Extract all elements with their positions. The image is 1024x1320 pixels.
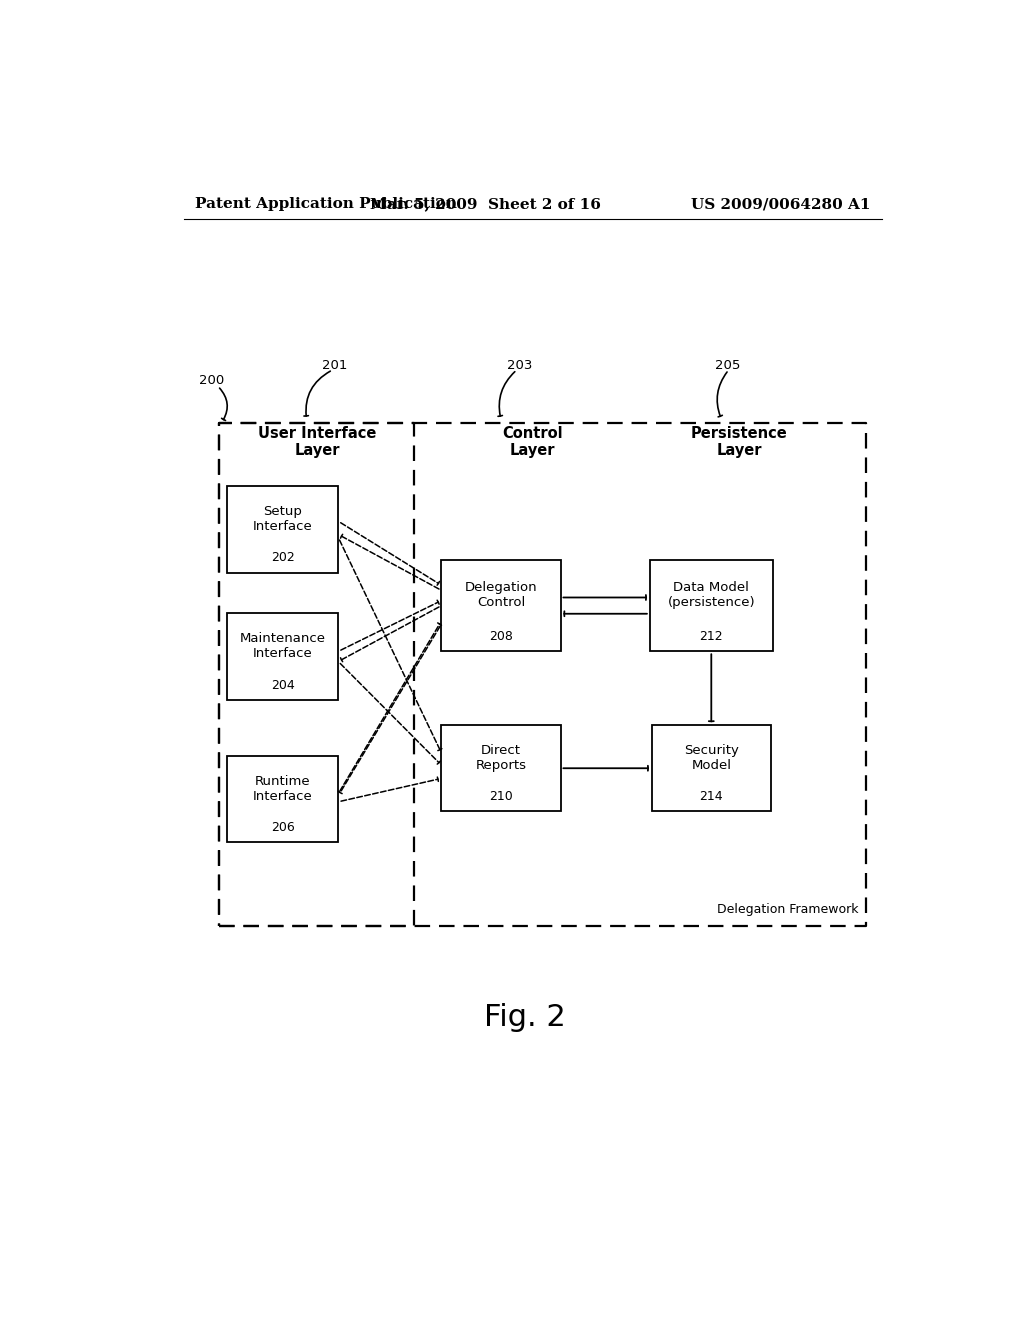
- Text: Delegation
Control: Delegation Control: [465, 581, 538, 610]
- Text: 208: 208: [489, 630, 513, 643]
- Bar: [441, 725, 560, 812]
- Bar: [227, 486, 338, 573]
- Text: Data Model
(persistence): Data Model (persistence): [668, 581, 755, 610]
- Text: Maintenance
Interface: Maintenance Interface: [240, 632, 326, 660]
- Bar: [227, 755, 338, 842]
- Text: Patent Application Publication: Patent Application Publication: [196, 197, 458, 211]
- Text: Fig. 2: Fig. 2: [484, 1003, 565, 1032]
- Text: 206: 206: [271, 821, 295, 834]
- Text: 210: 210: [489, 791, 513, 804]
- Text: User Interface
Layer: User Interface Layer: [258, 426, 376, 458]
- Text: 212: 212: [699, 630, 723, 643]
- Bar: [650, 560, 773, 651]
- Text: 205: 205: [715, 359, 740, 372]
- Text: 203: 203: [507, 359, 532, 372]
- Text: Mar. 5, 2009  Sheet 2 of 16: Mar. 5, 2009 Sheet 2 of 16: [370, 197, 600, 211]
- Text: Control
Layer: Control Layer: [503, 426, 563, 458]
- Text: 214: 214: [699, 791, 723, 804]
- Text: Security
Model: Security Model: [684, 744, 738, 772]
- Text: Direct
Reports: Direct Reports: [475, 744, 526, 772]
- Text: 201: 201: [323, 359, 348, 372]
- Text: 204: 204: [271, 678, 295, 692]
- Text: Delegation Framework: Delegation Framework: [717, 903, 858, 916]
- Text: US 2009/0064280 A1: US 2009/0064280 A1: [690, 197, 870, 211]
- Text: Runtime
Interface: Runtime Interface: [253, 775, 312, 803]
- Text: Persistence
Layer: Persistence Layer: [691, 426, 787, 458]
- Bar: [652, 725, 771, 812]
- Bar: [441, 560, 560, 651]
- Text: 200: 200: [200, 374, 224, 387]
- Text: Setup
Interface: Setup Interface: [253, 506, 312, 533]
- Bar: [227, 614, 338, 700]
- Text: 202: 202: [271, 552, 295, 565]
